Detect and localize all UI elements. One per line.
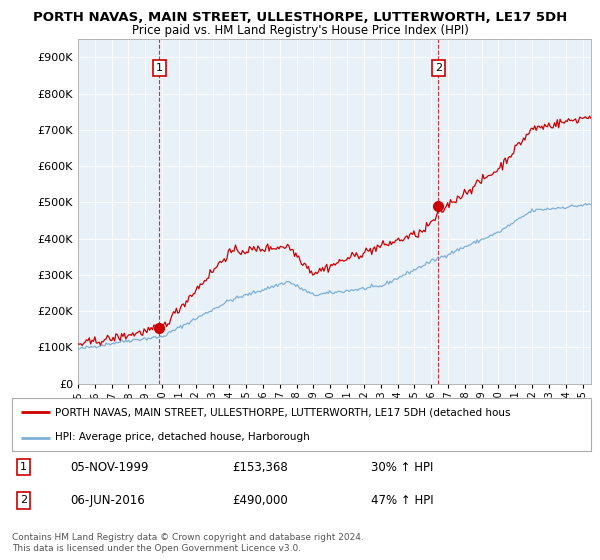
- Text: HPI: Average price, detached house, Harborough: HPI: Average price, detached house, Harb…: [55, 432, 310, 442]
- Text: £153,368: £153,368: [232, 461, 288, 474]
- Text: PORTH NAVAS, MAIN STREET, ULLESTHORPE, LUTTERWORTH, LE17 5DH (detached hous: PORTH NAVAS, MAIN STREET, ULLESTHORPE, L…: [55, 408, 511, 418]
- Text: 06-JUN-2016: 06-JUN-2016: [70, 494, 145, 507]
- Text: 05-NOV-1999: 05-NOV-1999: [70, 461, 148, 474]
- Text: Contains HM Land Registry data © Crown copyright and database right 2024.
This d: Contains HM Land Registry data © Crown c…: [12, 533, 364, 553]
- Text: Price paid vs. HM Land Registry's House Price Index (HPI): Price paid vs. HM Land Registry's House …: [131, 24, 469, 36]
- Text: 30% ↑ HPI: 30% ↑ HPI: [371, 461, 433, 474]
- Text: 2: 2: [435, 63, 442, 73]
- Text: 47% ↑ HPI: 47% ↑ HPI: [371, 494, 434, 507]
- Text: 1: 1: [20, 462, 27, 472]
- Text: 2: 2: [20, 496, 27, 506]
- Text: £490,000: £490,000: [232, 494, 288, 507]
- Text: PORTH NAVAS, MAIN STREET, ULLESTHORPE, LUTTERWORTH, LE17 5DH: PORTH NAVAS, MAIN STREET, ULLESTHORPE, L…: [33, 11, 567, 24]
- Text: 1: 1: [156, 63, 163, 73]
